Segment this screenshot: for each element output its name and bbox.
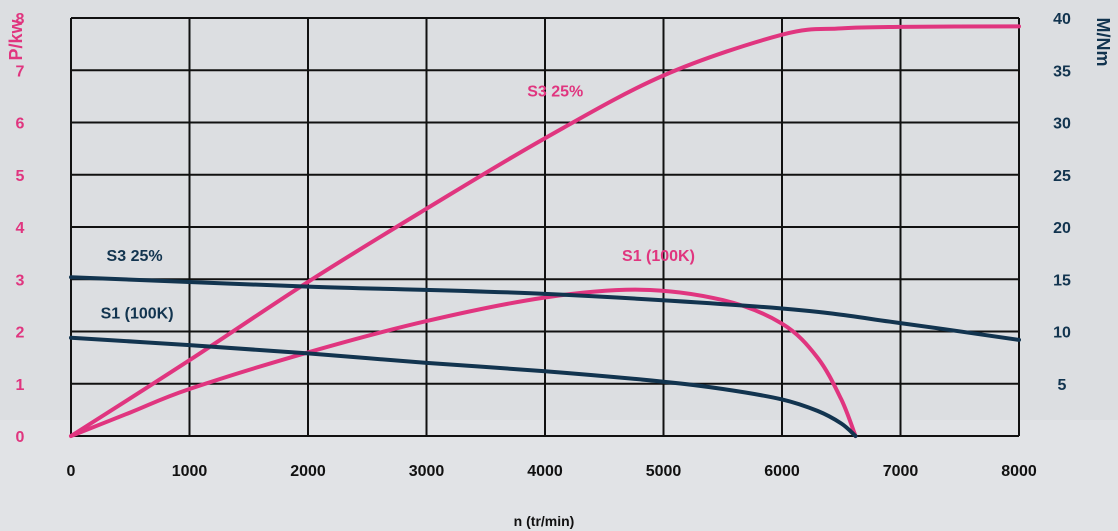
right-axis-title: M/Nm: [1093, 18, 1113, 67]
right-tick-label: 15: [1053, 272, 1071, 289]
series-annotations: S3 25% S1 (100K) S3 25% S1 (100K): [101, 83, 695, 322]
series-label: S1 (100K): [101, 305, 174, 322]
series-label: S3 25%: [527, 83, 583, 100]
left-tick-label: 6: [16, 116, 25, 133]
torque-curve-s1-100k: [69, 335, 858, 438]
x-axis-ticks: 0 1000 2000 3000 4000 5000 6000 7000 8000: [67, 463, 1037, 480]
series-label: S1 (100K): [622, 248, 695, 265]
background-photo-tint: [0, 0, 1118, 420]
left-axis-ticks: 0 1 2 3 4 5 6 7 8: [16, 11, 25, 446]
left-tick-label: 1: [16, 377, 25, 394]
left-tick-label: 2: [16, 325, 25, 342]
right-tick-label: 5: [1058, 377, 1067, 394]
power-curve-s3-25: [69, 24, 1021, 438]
right-tick-label: 20: [1053, 220, 1071, 237]
x-tick-label: 3000: [409, 463, 445, 480]
right-tick-label: 25: [1053, 168, 1071, 185]
right-tick-label: 30: [1053, 116, 1071, 133]
x-tick-label: 8000: [1001, 463, 1037, 480]
x-tick-label: 6000: [764, 463, 800, 480]
left-tick-label: 0: [16, 429, 25, 446]
x-axis-title: n (tr/min): [514, 513, 575, 529]
x-tick-label: 0: [67, 463, 76, 480]
right-axis-ticks: 5 10 15 20 25 30 35 40: [1053, 11, 1071, 394]
series-label: S3 25%: [107, 248, 163, 265]
grid: [70, 17, 1020, 437]
x-tick-label: 5000: [646, 463, 682, 480]
x-tick-label: 7000: [883, 463, 919, 480]
torque-curve-s3-25: [69, 275, 1021, 342]
left-axis-title: P/kw: [6, 18, 26, 60]
x-tick-label: 4000: [527, 463, 563, 480]
left-tick-label: 7: [16, 63, 25, 80]
right-tick-label: 35: [1053, 63, 1071, 80]
right-tick-label: 40: [1053, 11, 1071, 28]
x-tick-label: 2000: [290, 463, 326, 480]
curves: [69, 24, 1021, 438]
right-tick-label: 10: [1053, 325, 1071, 342]
left-tick-label: 4: [16, 220, 25, 237]
left-tick-label: 5: [16, 168, 25, 185]
left-tick-label: 8: [16, 11, 25, 28]
x-tick-label: 1000: [172, 463, 208, 480]
left-tick-label: 3: [16, 272, 25, 289]
